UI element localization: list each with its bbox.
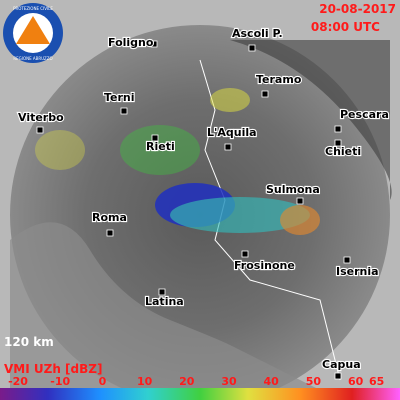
echo [280, 205, 320, 235]
echoes [35, 88, 320, 235]
legend-tick-label: 10 [137, 375, 153, 388]
legend-tick-label: 0 [99, 375, 107, 388]
city-label: Sulmona [266, 183, 320, 196]
city-marker [158, 288, 166, 296]
city-marker [334, 125, 342, 133]
legend-tick-label: 50 [306, 375, 322, 388]
city-label: Chieti [325, 145, 361, 158]
city-marker [296, 197, 304, 205]
logo-top: PROTEZIONE CIVILE [13, 6, 53, 11]
city-label: Ascoli P. [232, 27, 283, 40]
color-bar [0, 388, 400, 400]
city-marker [106, 229, 114, 237]
city-label: Pescara [340, 108, 389, 121]
city-marker [224, 143, 232, 151]
city-marker [261, 90, 269, 98]
legend-tick-label: 40 [264, 375, 280, 388]
city-marker [151, 134, 159, 142]
city-label: Teramo [256, 73, 302, 86]
city-label: Isernia [336, 265, 379, 278]
city-label: Rieti [146, 140, 175, 153]
city-marker [343, 256, 351, 264]
city-label: Capua [322, 358, 361, 371]
legend-tick-label: 65 [369, 375, 384, 388]
echo [210, 88, 250, 112]
city-marker [334, 139, 342, 147]
mountains [230, 40, 392, 200]
city-marker [120, 107, 128, 115]
city-label: Frosinone [234, 259, 295, 272]
city-marker [241, 250, 249, 258]
legend-ticks: -20 -10 0 10 20 30 40 50 60 65 [8, 375, 384, 388]
legend-tick-label: 30 [221, 375, 237, 388]
echo [120, 125, 200, 175]
city-marker [248, 44, 256, 52]
city-label: L'Aquila [207, 126, 257, 139]
scale-label: 120 km [4, 335, 54, 349]
city-label: Foligno [108, 36, 154, 49]
city-label: Roma [92, 211, 127, 224]
city-label: Terni [104, 91, 135, 104]
legend-title: VMI UZh [dBZ] [4, 362, 102, 376]
legend-tick-label: -20 [8, 375, 28, 388]
city-label: Latina [145, 295, 184, 308]
date: 20-08-2017 [319, 2, 396, 16]
sea [10, 222, 320, 395]
cities: Foligno Ascoli P. Teramo Terni Pescara Viterb… [17, 26, 390, 380]
city-label: Viterbo [18, 111, 64, 124]
city-marker [334, 372, 342, 380]
time: 08:00 UTC [311, 20, 380, 34]
legend-tick-label: 60 [348, 375, 364, 388]
legend-tick-label: 20 [179, 375, 195, 388]
echo [170, 197, 310, 233]
echo [35, 130, 85, 170]
logo-triangle [16, 16, 50, 44]
city-marker [150, 40, 158, 48]
legend-tick-label: -10 [50, 375, 70, 388]
city-marker [36, 126, 44, 134]
logo-bottom: REGIONE ABRUZZO [13, 56, 52, 61]
logo: PROTEZIONE CIVILE REGIONE ABRUZZO [3, 3, 63, 63]
